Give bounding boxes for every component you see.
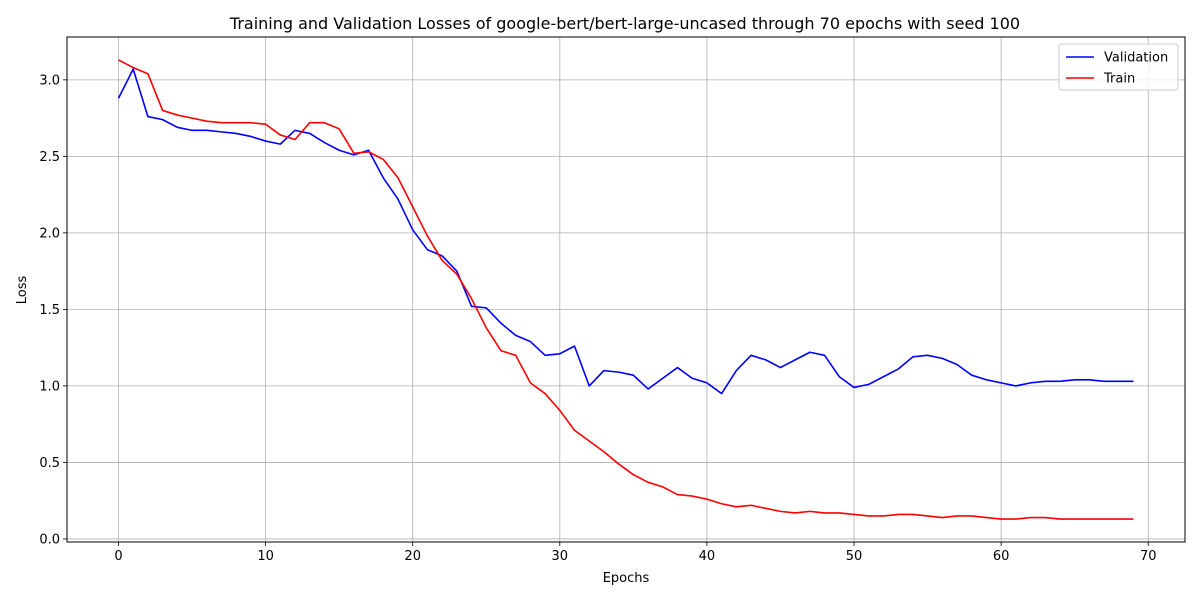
plot-frame xyxy=(66,36,1186,543)
y-tick-label: 1.5 xyxy=(39,303,60,318)
x-tick-label: 30 xyxy=(552,549,569,564)
series-layer xyxy=(117,59,1134,520)
y-tick-label: 1.0 xyxy=(39,379,60,394)
y-tick-label: 2.5 xyxy=(39,150,60,165)
legend-label-train: Train xyxy=(1103,72,1135,87)
x-tick-label: 40 xyxy=(699,549,716,564)
series-line-validation xyxy=(117,68,1134,395)
x-axis-label: Epochs xyxy=(603,571,650,586)
y-tick-label: 0.5 xyxy=(39,456,60,471)
x-tick-label: 70 xyxy=(1140,549,1157,564)
y-tick-label: 3.0 xyxy=(39,73,60,88)
y-tick-label: 0.0 xyxy=(39,532,60,547)
grid-lines xyxy=(67,37,1185,542)
x-tick-label: 50 xyxy=(846,549,863,564)
x-tick-label: 0 xyxy=(114,549,122,564)
legend-label-validation: Validation xyxy=(1104,51,1168,66)
axis-ticks: 0 10 20 30 40 50 60 70 0.0 0.5 1.0 1.5 2.0 2.5 3.0 xyxy=(39,73,1156,564)
y-tick-label: 2.0 xyxy=(39,226,60,241)
x-tick-label: 20 xyxy=(404,549,421,564)
chart-title: Training and Validation Losses of google… xyxy=(229,14,1020,33)
legend: Validation Train xyxy=(1058,43,1179,91)
x-tick-label: 10 xyxy=(257,549,274,564)
x-tick-label: 60 xyxy=(993,549,1010,564)
y-axis-label: Loss xyxy=(15,276,30,305)
series-line-train xyxy=(118,59,1134,520)
